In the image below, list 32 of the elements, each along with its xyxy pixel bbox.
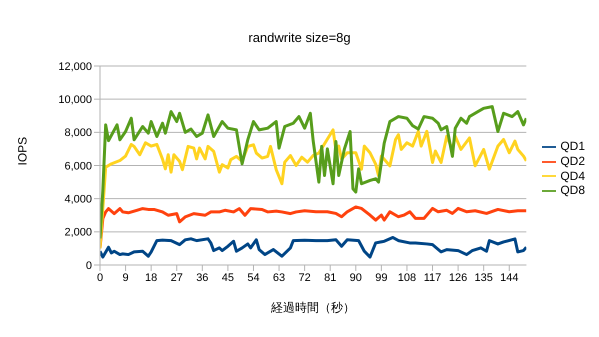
x-axis-title: 経過時間（秒） [270,300,356,315]
x-tick-label: 108 [398,272,416,284]
x-tick-label: 27 [170,272,183,284]
x-tick-label: 63 [272,272,286,284]
x-tick-label: 126 [448,272,468,284]
x-tick-label: 144 [500,272,518,284]
x-tick-label: 81 [324,272,336,284]
legend-label: QD1 [560,138,585,153]
x-tick-label: 36 [196,272,208,284]
chart-title: randwrite size=8g [247,30,352,45]
y-tick-label: 4,000 [64,194,92,206]
x-tick-label: 45 [222,272,234,284]
x-tick-label: 99 [375,272,388,284]
y-axis-title: IOPS [15,136,30,166]
y-tick-label: 10,000 [58,94,92,106]
legend-label: QD4 [560,168,585,182]
x-tick-label: 54 [247,272,260,284]
y-tick-label: 8,000 [64,127,92,140]
x-tick-label: 72 [298,272,311,284]
line-series [100,236,526,259]
x-tick-label: 117 [424,272,442,284]
x-tick-label: 90 [350,272,362,284]
y-tick-label: 0 [86,260,92,272]
x-tick-label: 135 [474,272,493,284]
x-tick-label: 9 [122,272,129,284]
legend-label: QD8 [560,183,585,198]
x-tick-label: 18 [145,272,158,284]
y-tick-label: 2,000 [64,226,92,239]
legend-label: QD2 [560,154,585,168]
y-tick-label: 6,000 [64,160,92,172]
y-tick-label: 12,000 [58,60,92,73]
x-tick-label: 0 [96,272,104,284]
